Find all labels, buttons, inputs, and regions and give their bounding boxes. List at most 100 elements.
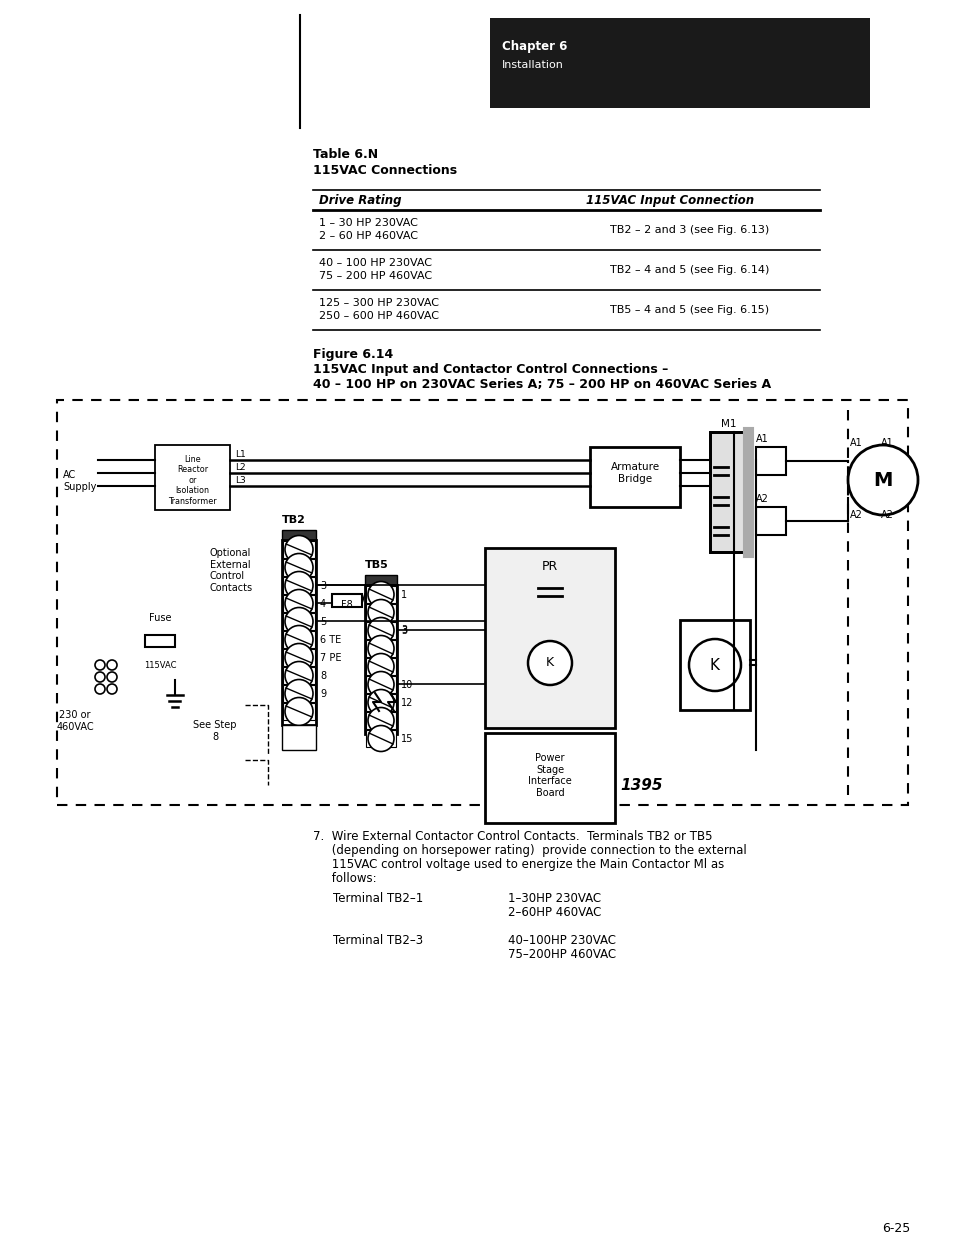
Text: 115VAC Input Connection: 115VAC Input Connection <box>585 194 753 207</box>
Text: 40 – 100 HP on 230VAC Series A; 75 – 200 HP on 460VAC Series A: 40 – 100 HP on 230VAC Series A; 75 – 200… <box>313 378 770 391</box>
Text: Table 6.N: Table 6.N <box>313 148 377 161</box>
Circle shape <box>368 672 394 698</box>
Text: 115VAC Connections: 115VAC Connections <box>313 164 456 177</box>
Circle shape <box>285 643 313 672</box>
Bar <box>282 725 315 750</box>
Bar <box>366 730 395 747</box>
Text: 40–100HP 230VAC: 40–100HP 230VAC <box>507 934 616 947</box>
Text: 125 – 300 HP 230VAC: 125 – 300 HP 230VAC <box>318 298 438 308</box>
Text: A2: A2 <box>755 494 768 504</box>
Text: A2: A2 <box>881 510 893 520</box>
Text: 75 – 200 HP 460VAC: 75 – 200 HP 460VAC <box>318 270 432 282</box>
Circle shape <box>285 572 313 599</box>
Text: M: M <box>872 471 892 489</box>
Circle shape <box>527 641 572 685</box>
Text: 12: 12 <box>400 698 413 708</box>
Bar <box>679 620 749 710</box>
Bar <box>283 595 314 613</box>
Circle shape <box>688 638 740 692</box>
Bar <box>365 585 396 734</box>
Text: 6 TE: 6 TE <box>319 635 341 645</box>
Text: 75–200HP 460VAC: 75–200HP 460VAC <box>507 948 616 961</box>
Text: 3: 3 <box>319 580 326 592</box>
Circle shape <box>285 698 313 725</box>
Text: Line
Reactor
or
Isolation
Transformer: Line Reactor or Isolation Transformer <box>168 454 216 505</box>
Text: M1: M1 <box>720 419 736 429</box>
Bar <box>365 576 396 585</box>
Text: 2 – 60 HP 460VAC: 2 – 60 HP 460VAC <box>318 231 417 241</box>
Bar <box>366 658 395 676</box>
Circle shape <box>285 662 313 689</box>
Text: 5: 5 <box>319 618 326 627</box>
Text: TB5: TB5 <box>365 559 388 571</box>
Bar <box>283 685 314 701</box>
Bar <box>283 650 314 666</box>
Text: TB2 – 2 and 3 (see Fig. 6.13): TB2 – 2 and 3 (see Fig. 6.13) <box>609 225 768 235</box>
Circle shape <box>368 582 394 608</box>
Text: A1: A1 <box>755 433 768 445</box>
Text: K: K <box>709 657 720 673</box>
Text: AC
Supply: AC Supply <box>63 471 96 492</box>
Bar <box>283 559 314 576</box>
Text: 250 – 600 HP 460VAC: 250 – 600 HP 460VAC <box>318 311 438 321</box>
Bar <box>283 703 314 720</box>
Bar <box>366 640 395 657</box>
Text: F8: F8 <box>341 600 353 610</box>
Bar <box>283 667 314 684</box>
Circle shape <box>285 536 313 563</box>
Circle shape <box>368 599 394 625</box>
Bar <box>484 548 615 727</box>
Bar <box>366 585 395 603</box>
Text: K: K <box>545 657 554 669</box>
Circle shape <box>285 679 313 708</box>
Text: 1395: 1395 <box>619 778 661 793</box>
Bar <box>366 694 395 711</box>
Bar <box>282 530 315 540</box>
Circle shape <box>95 684 105 694</box>
Text: 1: 1 <box>400 590 407 600</box>
Text: follows:: follows: <box>313 872 376 885</box>
Bar <box>283 613 314 630</box>
Bar <box>755 447 785 475</box>
Bar <box>332 594 361 606</box>
Text: 115VAC Input and Contactor Control Connections –: 115VAC Input and Contactor Control Conne… <box>313 363 667 375</box>
Text: Optional
External
Control
Contacts: Optional External Control Contacts <box>210 548 253 593</box>
Circle shape <box>285 608 313 636</box>
Text: 230 or
460VAC: 230 or 460VAC <box>56 710 93 731</box>
Bar <box>589 447 679 508</box>
Bar <box>282 540 315 725</box>
Bar <box>366 713 395 729</box>
Text: 1–30HP 230VAC: 1–30HP 230VAC <box>507 892 600 905</box>
Text: 1 – 30 HP 230VAC: 1 – 30 HP 230VAC <box>318 219 417 228</box>
Circle shape <box>368 689 394 715</box>
Circle shape <box>107 684 117 694</box>
Bar <box>709 432 747 552</box>
Circle shape <box>368 618 394 643</box>
Circle shape <box>107 659 117 671</box>
Bar <box>484 734 615 823</box>
Circle shape <box>368 708 394 734</box>
Text: 115VAC control voltage used to energize the Main Contactor Ml as: 115VAC control voltage used to energize … <box>313 858 723 871</box>
Text: 3: 3 <box>400 626 407 636</box>
Text: L3: L3 <box>234 475 246 485</box>
Text: 7 PE: 7 PE <box>319 653 341 663</box>
Text: 10: 10 <box>400 680 413 690</box>
Bar <box>490 19 869 107</box>
Circle shape <box>95 659 105 671</box>
Text: L2: L2 <box>234 463 245 472</box>
Circle shape <box>285 625 313 653</box>
Bar <box>709 432 747 552</box>
Bar <box>283 631 314 648</box>
Circle shape <box>285 589 313 618</box>
Text: Fuse: Fuse <box>149 613 172 622</box>
Text: (depending on horsepower rating)  provide connection to the external: (depending on horsepower rating) provide… <box>313 844 746 857</box>
Bar <box>366 676 395 693</box>
Text: 40 – 100 HP 230VAC: 40 – 100 HP 230VAC <box>318 258 432 268</box>
Text: Terminal TB2–3: Terminal TB2–3 <box>333 934 423 947</box>
Text: 4: 4 <box>319 599 326 609</box>
Text: 9: 9 <box>319 689 326 699</box>
Bar <box>755 508 785 535</box>
Circle shape <box>368 725 394 752</box>
Circle shape <box>368 636 394 662</box>
Bar <box>366 622 395 638</box>
